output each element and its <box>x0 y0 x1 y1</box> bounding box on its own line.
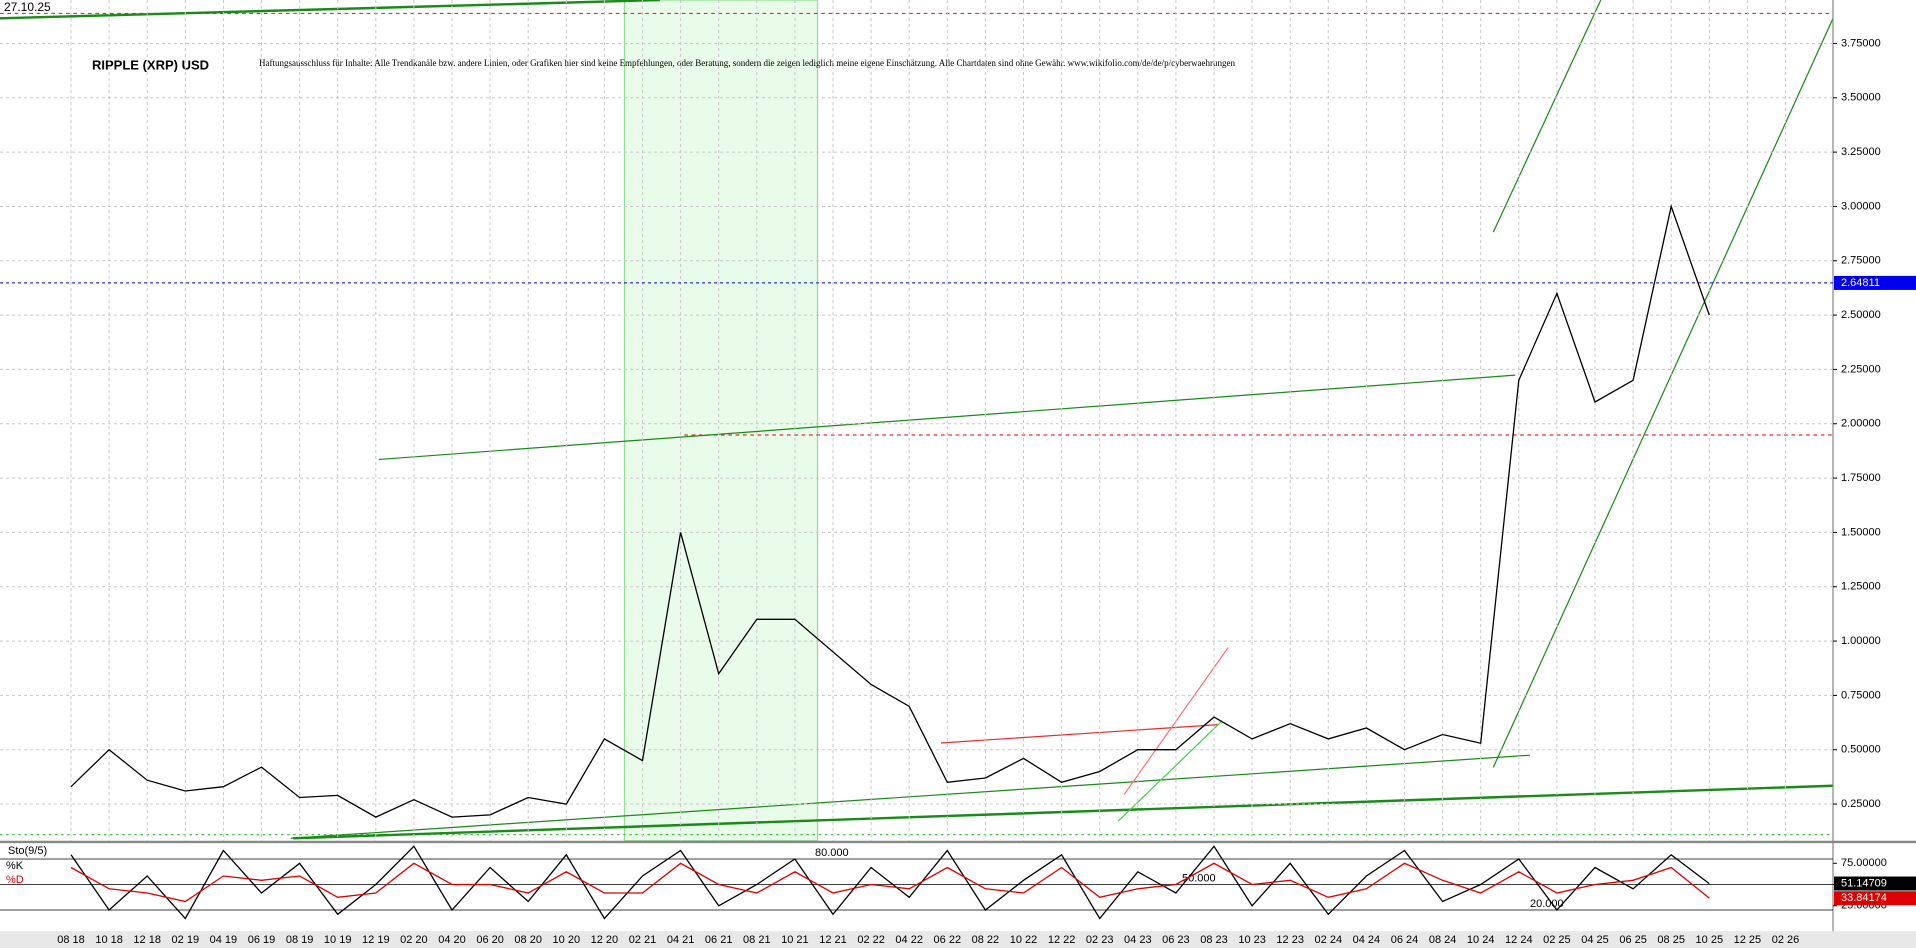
y-tick-label: 3.50000 <box>1841 92 1881 104</box>
x-tick-label: 04 19 <box>210 934 238 946</box>
x-tick-label: 02 26 <box>1772 934 1800 946</box>
x-tick-label: 08 22 <box>972 934 1000 946</box>
channel-line <box>1492 0 1602 233</box>
x-tick-label: 02 22 <box>857 934 885 946</box>
x-tick-label: 06 20 <box>476 934 504 946</box>
x-tick-label: 08 25 <box>1657 934 1685 946</box>
x-tick-label: 06 25 <box>1619 934 1647 946</box>
x-tick-label: 08 18 <box>57 934 85 946</box>
level-label: 80.000 <box>815 847 849 859</box>
chart-title: RIPPLE (XRP) USD <box>92 57 209 72</box>
value-tag-label: 51.14709 <box>1841 877 1887 889</box>
series-line <box>70 862 1710 903</box>
highlight-zone <box>623 0 819 842</box>
y-tick-label: 1.75000 <box>1841 472 1881 484</box>
x-tick-label: 02 19 <box>172 934 200 946</box>
y-tick-label: 2.25000 <box>1841 363 1881 375</box>
x-tick-label: 08 23 <box>1200 934 1228 946</box>
y-tick-label: 2.75000 <box>1841 255 1881 267</box>
y-tick-label: 2.00000 <box>1841 418 1881 430</box>
disclaimer: Haftungsausschluss für Inhalte: Alle Tre… <box>259 58 1236 68</box>
x-tick-label: 08 20 <box>514 934 542 946</box>
indicator-title: Sto(9/5) <box>8 845 47 857</box>
value-tag <box>1834 891 1916 906</box>
trend-line <box>0 0 660 20</box>
trend-line <box>290 754 1530 839</box>
x-tick-label: 06 22 <box>934 934 962 946</box>
x-tick-label: 12 21 <box>819 934 847 946</box>
x-tick-label: 12 20 <box>591 934 619 946</box>
x-tick-label: 06 24 <box>1391 934 1419 946</box>
x-tick-label: 06 21 <box>705 934 733 946</box>
x-tick-label: 12 24 <box>1505 934 1533 946</box>
x-tick-label: 10 25 <box>1696 934 1724 946</box>
x-tick-label: 10 20 <box>553 934 581 946</box>
y-tick-label: 3.75000 <box>1841 37 1881 49</box>
y-tick-label: 2.50000 <box>1841 309 1881 321</box>
x-tick-label: 10 23 <box>1238 934 1266 946</box>
value-tag-label: 33.84174 <box>1841 892 1887 904</box>
x-tick-label: 02 24 <box>1315 934 1343 946</box>
x-tick-label: 10 22 <box>1010 934 1038 946</box>
x-tick-label: 10 19 <box>324 934 352 946</box>
x-tick-label: 12 23 <box>1276 934 1304 946</box>
y-tick-label: 1.00000 <box>1841 635 1881 647</box>
x-tick-label: 04 23 <box>1124 934 1152 946</box>
x-tick-label: 12 25 <box>1734 934 1762 946</box>
x-tick-label: 06 19 <box>248 934 276 946</box>
x-tick-label: 08 21 <box>743 934 771 946</box>
y-tick-label: 0.75000 <box>1841 689 1881 701</box>
x-tick-label: 04 25 <box>1581 934 1609 946</box>
x-tick-label: 12 19 <box>362 934 390 946</box>
x-tick-label: 04 21 <box>667 934 695 946</box>
trend-line <box>378 374 1516 461</box>
pane-divider <box>0 840 1916 844</box>
x-tick-label: 02 20 <box>400 934 428 946</box>
x-tick-label: 10 21 <box>781 934 809 946</box>
x-tick-label: 08 19 <box>286 934 314 946</box>
x-tick-label: 02 25 <box>1543 934 1571 946</box>
channel-line <box>1492 18 1834 768</box>
trend-line <box>293 784 1834 840</box>
date-label: 27.10.25 <box>4 0 51 14</box>
x-tick-label: 08 24 <box>1429 934 1457 946</box>
value-tag <box>1834 876 1916 891</box>
y-tick-label: 0.25000 <box>1841 798 1881 810</box>
price-tag <box>1834 275 1916 290</box>
series-line <box>70 845 1710 920</box>
y-tick-label: 1.50000 <box>1841 526 1881 538</box>
y-tick-label: 3.00000 <box>1841 200 1881 212</box>
x-tick-label: 02 23 <box>1086 934 1114 946</box>
series-line <box>70 204 1710 818</box>
x-axis-strip <box>0 931 1916 948</box>
y-tick-label: 3.25000 <box>1841 146 1881 158</box>
price-tag-label: 2.64811 <box>1841 277 1880 289</box>
legend-entry: %D <box>6 874 24 886</box>
y-tick-label: 75.00000 <box>1841 857 1887 869</box>
x-tick-label: 12 18 <box>133 934 161 946</box>
x-tick-label: 04 22 <box>895 934 923 946</box>
x-tick-label: 10 24 <box>1467 934 1495 946</box>
legend-entry: %K <box>6 860 24 872</box>
x-tick-label: 02 21 <box>629 934 657 946</box>
y-tick-label: 0.50000 <box>1841 744 1881 756</box>
x-tick-label: 12 22 <box>1048 934 1076 946</box>
x-tick-label: 04 20 <box>438 934 466 946</box>
y-tick-label: 1.25000 <box>1841 581 1881 593</box>
x-tick-label: 04 24 <box>1353 934 1381 946</box>
x-tick-label: 06 23 <box>1162 934 1190 946</box>
x-tick-label: 10 18 <box>95 934 123 946</box>
